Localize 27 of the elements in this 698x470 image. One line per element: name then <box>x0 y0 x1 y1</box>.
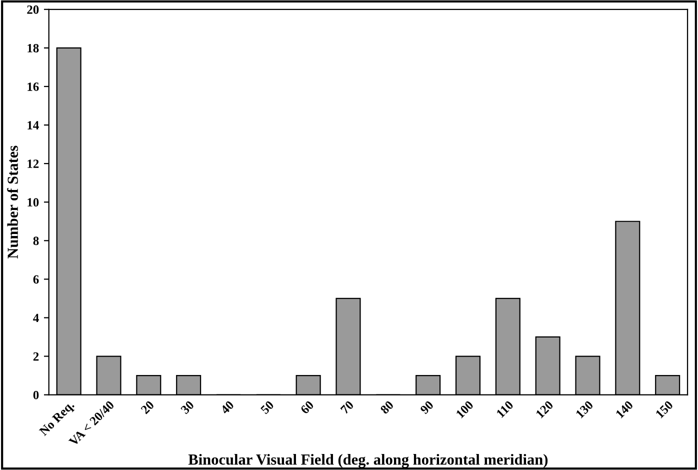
y-tick-label: 4 <box>33 314 39 322</box>
x-tick-label: 100 <box>456 400 474 418</box>
y-axis-title: Number of States <box>7 146 18 259</box>
x-tick-label: 120 <box>536 400 554 418</box>
y-tick-label: 6 <box>33 275 39 284</box>
x-tick-label: 90 <box>420 400 434 414</box>
x-tick-label: 20 <box>140 400 155 414</box>
y-tick-label: 2 <box>33 352 39 361</box>
y-tick-label: 14 <box>28 121 39 130</box>
x-tick-label: 80 <box>380 400 394 414</box>
y-tick-label: 10 <box>28 198 39 207</box>
x-tick-label: 110 <box>496 400 514 418</box>
x-tick-label: 50 <box>260 400 274 414</box>
x-tick-label: 140 <box>615 400 634 418</box>
x-tick-label: 30 <box>180 400 194 414</box>
x-axis-title: Binocular Visual Field (deg. along horizontal meridian) <box>188 454 548 468</box>
x-tick-label: 40 <box>220 400 234 415</box>
x-tick-label: 150 <box>655 400 674 418</box>
y-tick-label: 16 <box>28 82 39 91</box>
y-tick-label: 20 <box>27 5 39 14</box>
x-tick-label: 70 <box>340 400 354 414</box>
y-tick-label: 8 <box>33 236 39 246</box>
y-tick-label: 12 <box>28 160 39 168</box>
y-tick-label: 18 <box>28 44 39 52</box>
x-tick-label: 60 <box>300 400 314 414</box>
x-tick-label: 130 <box>575 400 594 418</box>
y-tick-label: 0 <box>33 390 39 400</box>
